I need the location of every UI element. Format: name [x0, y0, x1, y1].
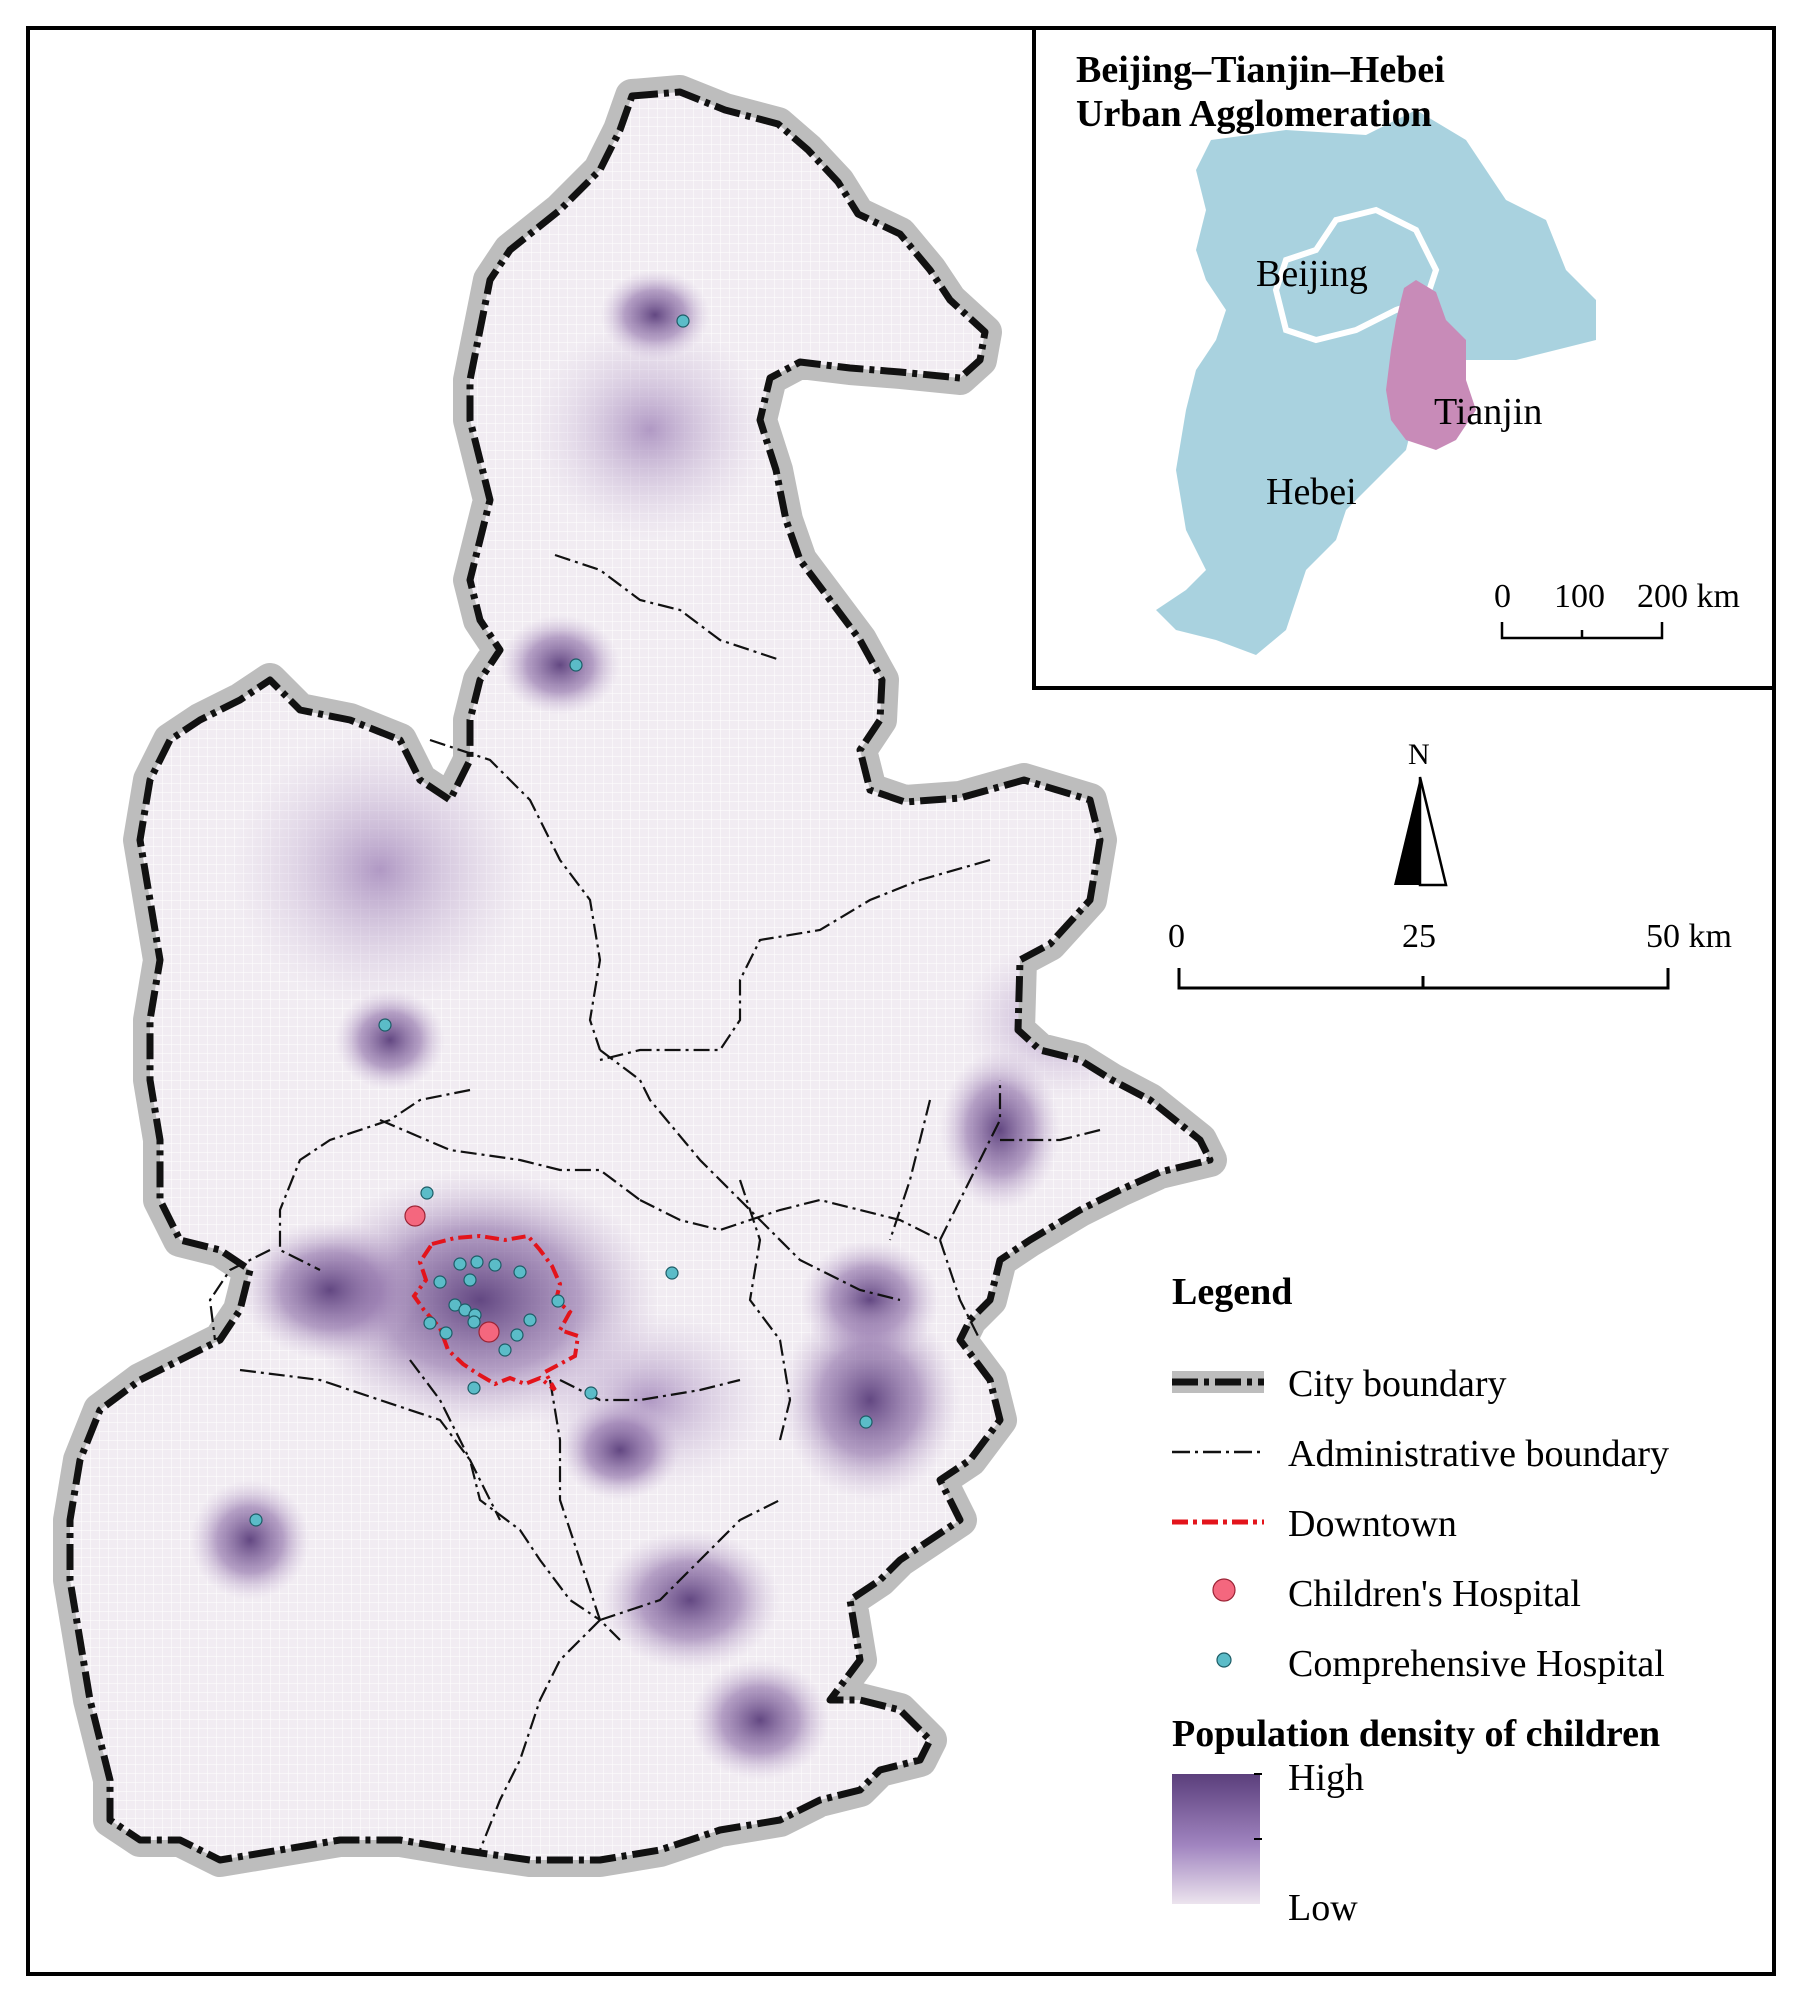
legend-label-city-boundary: City boundary [1288, 1363, 1507, 1405]
scale-50km: 50 km [1646, 918, 1732, 955]
legend-label-downtown: Downtown [1288, 1503, 1457, 1545]
comprehensive-hospital-points [249, 314, 873, 1527]
scale-0: 0 [1168, 918, 1185, 955]
legend-label-comprehensive-hospital: Comprehensive Hospital [1288, 1643, 1665, 1685]
inset-title-line1: Beijing–Tianjin–Hebei [1076, 49, 1445, 91]
inset-label-tianjin: Tianjin [1434, 391, 1543, 433]
inset-title-line2: Urban Agglomeration [1076, 93, 1432, 135]
density-high-label: High [1288, 1757, 1364, 1799]
inset-region-shapes [1156, 110, 1664, 655]
inset-scale-100: 100 [1554, 578, 1605, 615]
legend-label-admin-boundary: Administrative boundary [1288, 1433, 1669, 1475]
north-arrow-icon [1394, 776, 1448, 887]
legend-title: Legend [1172, 1271, 1293, 1313]
administrative-boundaries [208, 553, 1101, 1851]
inset-label-beijing: Beijing [1256, 253, 1368, 295]
inset-scale-bar [1500, 622, 1664, 640]
inset-scale-0: 0 [1494, 578, 1511, 615]
comprehensive-hospital-dot-icon [1216, 1652, 1232, 1668]
inset-scale-200: 200 km [1637, 578, 1740, 615]
legend-label-children-hospital: Children's Hospital [1288, 1573, 1581, 1615]
children-hospital-points [404, 1205, 500, 1343]
north-label: N [1408, 738, 1430, 771]
density-low-label: Low [1288, 1887, 1358, 1929]
inset-map: Beijing–Tianjin–Hebei Urban Agglomeratio… [1032, 26, 1776, 690]
scale-25: 25 [1402, 918, 1436, 955]
inset-label-hebei: Hebei [1266, 471, 1357, 513]
scale-bar [1177, 968, 1670, 990]
children-hospital-dot-icon [1212, 1578, 1236, 1602]
density-title: Population density of children [1172, 1713, 1661, 1755]
legend-symbols [1172, 1371, 1264, 1668]
density-ramp [1172, 1773, 1262, 1904]
map-frame [26, 26, 1776, 1976]
